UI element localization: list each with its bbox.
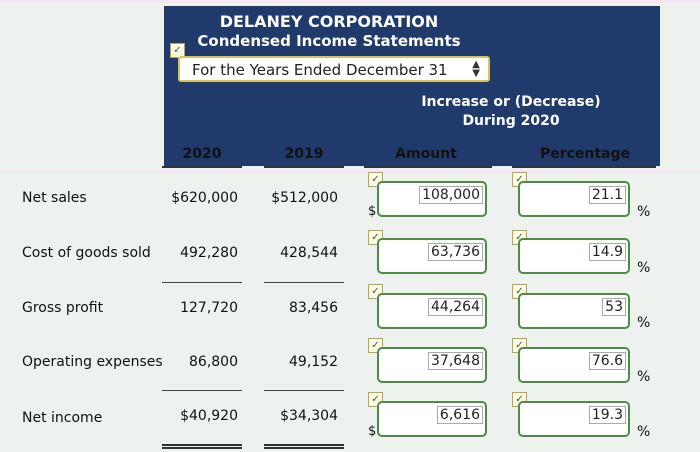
net-sales-2020: $620,000 — [171, 190, 238, 206]
company-name: DELANEY CORPORATION — [219, 12, 439, 31]
checkmark-icon: ✓ — [170, 43, 185, 58]
total-double-rule — [264, 444, 344, 449]
subtotal-rule — [264, 282, 344, 283]
total-double-rule — [162, 444, 242, 449]
row-label-gross-profit: Gross profit — [22, 300, 104, 316]
net-income-2020: $40,920 — [180, 408, 238, 424]
header-underline — [364, 166, 492, 168]
period-select-value: For the Years Ended December 31 — [192, 61, 448, 79]
percent-sign: % — [637, 369, 651, 385]
amount-value: 63,736 — [428, 243, 483, 261]
header-panel — [164, 6, 660, 166]
subtotal-rule — [162, 282, 242, 283]
increase-heading-line1: Increase or (Decrease) — [421, 94, 601, 110]
percent-input-operating-expenses[interactable]: 76.6 — [518, 347, 630, 383]
amount-value: 37,648 — [428, 352, 483, 370]
column-header-amount: Amount — [395, 146, 457, 162]
cogs-2020: 492,280 — [180, 245, 238, 261]
opex-2020: 86,800 — [189, 354, 238, 370]
header-underline — [264, 166, 344, 168]
background-stripe — [0, 0, 700, 3]
amount-input-net-sales[interactable]: 108,000 — [377, 181, 487, 217]
row-label-net-income: Net income — [22, 410, 103, 426]
percent-input-cogs[interactable]: 14.9 — [518, 238, 630, 274]
amount-input-gross-profit[interactable]: 44,264 — [377, 293, 487, 329]
cogs-2019: 428,544 — [280, 245, 338, 261]
percent-input-net-income[interactable]: 19.3 — [518, 401, 630, 437]
opex-2019: 49,152 — [289, 354, 338, 370]
dollar-sign: $ — [368, 424, 377, 439]
row-label-net-sales: Net sales — [22, 190, 87, 206]
background-stripe — [0, 170, 700, 173]
percent-value: 14.9 — [588, 243, 626, 261]
gross-profit-2019: 83,456 — [289, 300, 338, 316]
statement-title: Condensed Income Statements — [197, 32, 461, 50]
header-underline — [512, 166, 656, 168]
percent-input-net-sales[interactable]: 21.1 — [518, 181, 630, 217]
amount-input-cogs[interactable]: 63,736 — [377, 238, 487, 274]
gross-profit-2020: 127,720 — [180, 300, 238, 316]
increase-heading-line2: During 2020 — [462, 113, 560, 129]
period-select[interactable]: For the Years Ended December 31 ▲ ▼ — [178, 56, 490, 82]
percent-sign: % — [637, 424, 651, 440]
amount-value: 44,264 — [428, 298, 483, 316]
subtotal-rule — [264, 390, 344, 391]
amount-value: 6,616 — [436, 406, 483, 424]
header-underline — [162, 166, 242, 168]
amount-value: 108,000 — [419, 186, 483, 204]
percent-sign: % — [637, 260, 651, 276]
dollar-sign: $ — [368, 204, 377, 219]
subtotal-rule — [162, 390, 242, 391]
percent-input-gross-profit[interactable]: 53 — [518, 293, 630, 329]
row-label-cogs: Cost of goods sold — [22, 245, 151, 261]
percent-sign: % — [637, 315, 651, 331]
column-header-2020: 2020 — [182, 146, 222, 162]
net-income-2019: $34,304 — [280, 408, 338, 424]
column-header-2019: 2019 — [284, 146, 324, 162]
amount-input-net-income[interactable]: 6,616 — [377, 401, 487, 437]
percent-value: 76.6 — [588, 352, 626, 370]
net-sales-2019: $512,000 — [271, 190, 338, 206]
row-label-operating-expenses: Operating expenses — [22, 354, 163, 370]
percent-value: 19.3 — [588, 406, 626, 424]
percent-value: 53 — [602, 298, 626, 316]
select-arrows-icon: ▲ ▼ — [472, 59, 480, 79]
percent-value: 21.1 — [588, 186, 626, 204]
column-header-percentage: Percentage — [539, 146, 631, 162]
percent-sign: % — [637, 204, 651, 220]
amount-input-operating-expenses[interactable]: 37,648 — [377, 347, 487, 383]
